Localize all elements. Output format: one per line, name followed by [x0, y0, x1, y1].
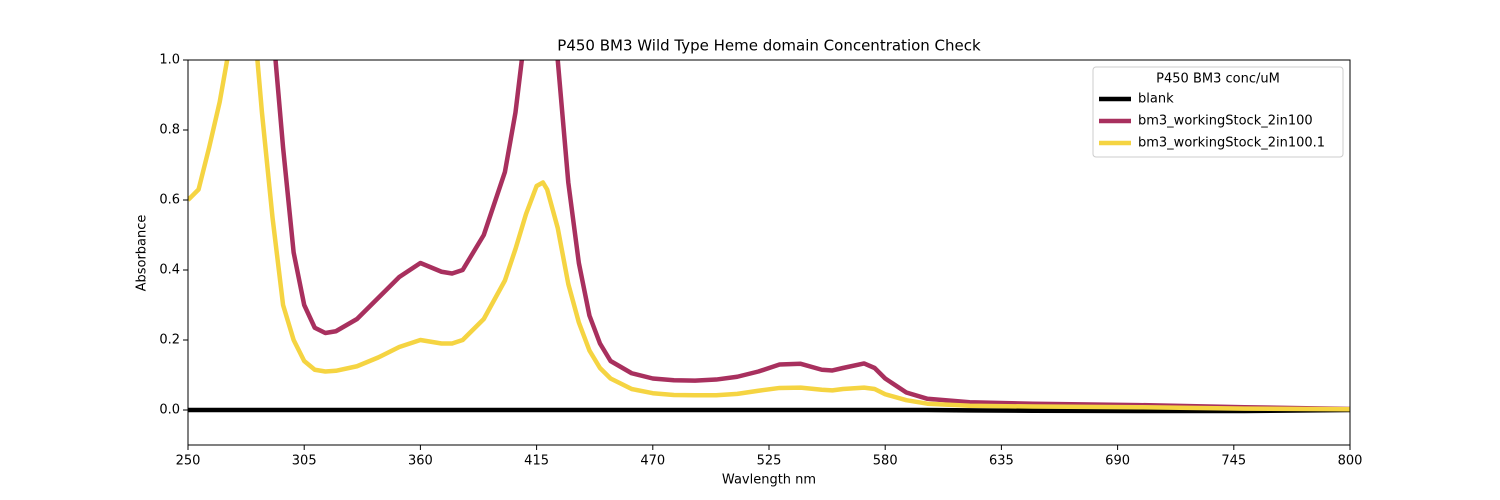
legend-label: bm3_workingStock_2in100.1: [1138, 136, 1325, 151]
y-tick-label: 0.2: [159, 333, 180, 348]
x-tick-label: 250: [176, 454, 201, 469]
x-tick-label: 360: [408, 454, 433, 469]
legend-title: P450 BM3 conc/uM: [1156, 72, 1280, 87]
y-tick-label: 0.8: [159, 123, 180, 138]
y-axis-label: Absorbance: [135, 215, 150, 292]
legend-label: bm3_workingStock_2in100: [1138, 114, 1313, 129]
x-tick-label: 470: [640, 454, 665, 469]
x-tick-label: 525: [757, 454, 782, 469]
x-tick-label: 745: [1221, 454, 1246, 469]
plot-area: [188, 60, 1350, 414]
x-tick-label: 580: [873, 454, 898, 469]
chart-title: P450 BM3 Wild Type Heme domain Concentra…: [557, 37, 981, 55]
legend: P450 BM3 conc/uM blank bm3_workingStock_2…: [1092, 66, 1344, 158]
x-tick-label: 415: [524, 454, 549, 469]
x-tick-label: 690: [1105, 454, 1130, 469]
y-tick-label: 0.4: [159, 263, 180, 278]
y-tick-label: 0.6: [159, 193, 180, 208]
x-tick-label: 305: [292, 454, 317, 469]
y-tick-label: 0.0: [159, 403, 180, 418]
legend-label: blank: [1138, 92, 1174, 107]
x-tick-label: 800: [1338, 454, 1363, 469]
y-tick-label: 1.0: [159, 53, 180, 68]
series-line: [188, 60, 1350, 412]
x-axis-label: Wavlength nm: [722, 473, 816, 488]
series-line: [273, 60, 1350, 412]
series-line: [188, 407, 1350, 414]
x-tick-label: 635: [989, 454, 1014, 469]
legend-box: [1092, 66, 1344, 158]
